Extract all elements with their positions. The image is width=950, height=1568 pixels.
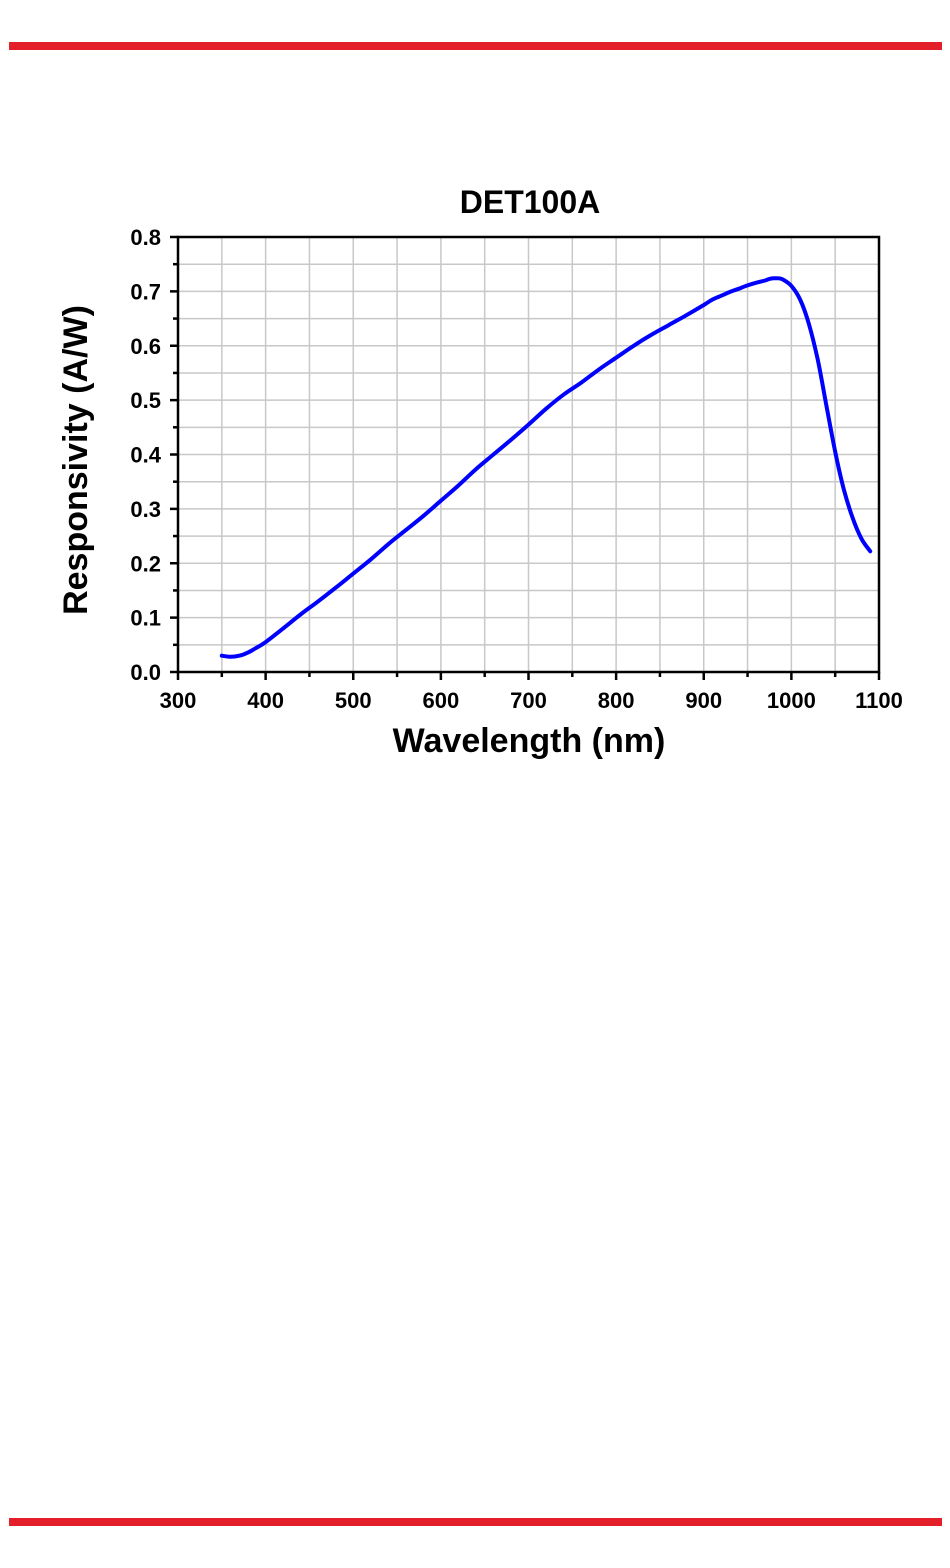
- top-red-rule: [9, 42, 942, 50]
- y-tick-labels: 0.0 0.1 0.2 0.3 0.4 0.5 0.6 0.7 0.8: [130, 225, 161, 685]
- grid: [178, 237, 879, 672]
- bottom-red-rule: [9, 1518, 942, 1526]
- x-tick-label: 500: [335, 688, 372, 713]
- y-axis-label: Responsivity (A/W): [57, 305, 95, 615]
- x-tick-label: 1000: [767, 688, 816, 713]
- x-tick-labels: 300 400 500 600 700 800 900 1000 1100: [160, 688, 903, 713]
- y-tick-label: 0.6: [130, 334, 161, 359]
- x-tick-label: 800: [598, 688, 635, 713]
- y-tick-label: 0.5: [130, 388, 161, 413]
- x-tick-label: 300: [160, 688, 197, 713]
- y-tick-label: 0.8: [130, 225, 161, 250]
- y-tick-label: 0.1: [130, 606, 161, 631]
- y-tick-label: 0.4: [130, 443, 161, 468]
- y-tick-label: 0.2: [130, 551, 161, 576]
- chart-title: DET100A: [460, 184, 601, 220]
- x-tick-label: 400: [247, 688, 284, 713]
- responsivity-series-line: [219, 276, 873, 659]
- x-tick-label: 600: [423, 688, 460, 713]
- y-tick-label: 0.3: [130, 497, 161, 522]
- x-tick-label: 900: [685, 688, 722, 713]
- y-tick-label: 0.7: [130, 279, 161, 304]
- axis-ticks: [170, 235, 881, 680]
- y-tick-label: 0.0: [130, 660, 161, 685]
- x-tick-label: 1100: [855, 688, 903, 713]
- x-tick-label: 700: [510, 688, 547, 713]
- x-axis-label: Wavelength (nm): [393, 722, 666, 760]
- series-layer: [219, 276, 873, 659]
- plot-frame: [176, 235, 881, 674]
